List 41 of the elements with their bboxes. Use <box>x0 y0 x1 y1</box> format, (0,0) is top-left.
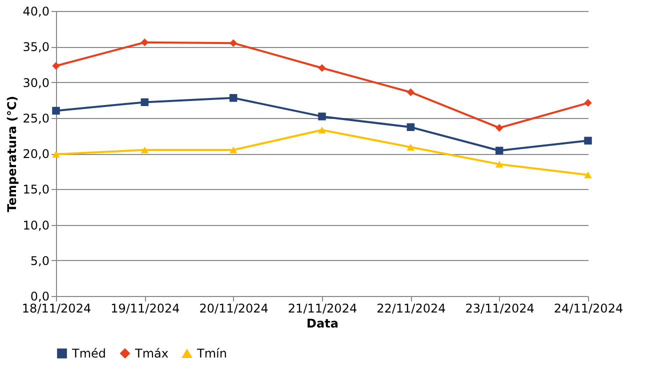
x-tick-label: 22/11/2024 <box>376 302 446 316</box>
point <box>584 99 592 107</box>
point <box>52 106 60 115</box>
point <box>140 38 149 46</box>
legend-label: Tméd <box>71 346 106 360</box>
y-axis-title: Temperatura (°C) <box>4 96 19 212</box>
y-tick-label: 15,0 <box>22 182 50 197</box>
y-tick-label: 5,0 <box>30 254 50 268</box>
x-tick-label: 20/11/2024 <box>199 302 268 316</box>
point <box>140 98 149 106</box>
point <box>318 112 326 120</box>
point <box>229 146 238 154</box>
point <box>406 123 415 132</box>
point <box>318 126 326 134</box>
point <box>229 94 238 102</box>
point <box>406 88 415 96</box>
point <box>584 136 592 145</box>
point <box>406 144 415 150</box>
point <box>495 160 504 168</box>
x-tick-label: 21/11/2024 <box>288 302 358 316</box>
y-tick-label: 10,0 <box>22 218 50 232</box>
legend-label: Tmín <box>196 346 227 361</box>
y-tick-label: 35,0 <box>22 40 50 54</box>
y-tick-label: 20,0 <box>22 147 50 161</box>
point <box>229 39 238 47</box>
legend-label: Tmáx <box>134 346 168 360</box>
y-tick-label: 30,0 <box>22 76 50 90</box>
y-tick-label: 40,0 <box>22 4 50 18</box>
x-tick-label: 19/11/2024 <box>110 302 180 316</box>
x-tick-label: 24/11/2024 <box>554 302 624 316</box>
x-tick-label: 23/11/2024 <box>465 302 534 316</box>
point <box>318 64 326 72</box>
point <box>495 146 504 155</box>
point <box>495 124 504 132</box>
y-tick-label: 0,0 <box>30 290 50 304</box>
point <box>584 172 592 178</box>
y-tick-label: 25,0 <box>22 111 50 126</box>
x-tick-label: 18/11/2024 <box>22 302 92 316</box>
point <box>140 146 149 154</box>
x-axis-title: Data <box>306 316 338 330</box>
point <box>52 62 60 70</box>
